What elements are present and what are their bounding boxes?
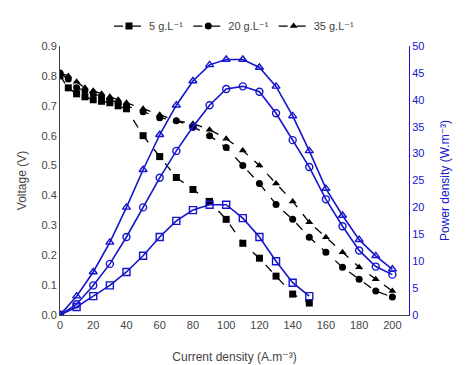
svg-text:0.3: 0.3 <box>42 219 57 231</box>
svg-text:35 g.L⁻¹: 35 g.L⁻¹ <box>314 20 354 32</box>
svg-text:180: 180 <box>350 319 368 331</box>
svg-text:0.4: 0.4 <box>42 189 57 201</box>
svg-text:60: 60 <box>154 319 166 331</box>
svg-text:80: 80 <box>187 319 199 331</box>
svg-text:140: 140 <box>283 319 301 331</box>
svg-text:160: 160 <box>317 319 335 331</box>
svg-text:20: 20 <box>87 319 99 331</box>
svg-text:5: 5 <box>412 282 418 294</box>
svg-text:0.1: 0.1 <box>42 279 57 291</box>
svg-text:200: 200 <box>383 319 401 331</box>
svg-text:20: 20 <box>412 201 424 213</box>
svg-text:20 g.L⁻¹: 20 g.L⁻¹ <box>228 20 268 32</box>
svg-text:10: 10 <box>412 255 424 267</box>
svg-text:45: 45 <box>412 67 424 79</box>
svg-text:0.5: 0.5 <box>42 159 57 171</box>
svg-text:0.0: 0.0 <box>42 309 57 321</box>
svg-text:0.6: 0.6 <box>42 130 57 142</box>
svg-text:25: 25 <box>412 174 424 186</box>
svg-text:0.8: 0.8 <box>42 70 57 82</box>
svg-text:30: 30 <box>412 147 424 159</box>
svg-text:40: 40 <box>120 319 132 331</box>
svg-text:0.2: 0.2 <box>42 249 57 261</box>
svg-text:Voltage (V): Voltage (V) <box>15 151 29 210</box>
svg-text:15: 15 <box>412 228 424 240</box>
svg-text:0: 0 <box>412 309 418 321</box>
svg-text:Power density (W.m⁻³): Power density (W.m⁻³) <box>438 120 452 241</box>
svg-text:5 g.L⁻¹: 5 g.L⁻¹ <box>149 20 183 32</box>
svg-text:35: 35 <box>412 121 424 133</box>
svg-text:50: 50 <box>412 40 424 52</box>
svg-text:120: 120 <box>250 319 268 331</box>
svg-text:0.9: 0.9 <box>42 40 57 52</box>
svg-text:100: 100 <box>217 319 235 331</box>
svg-text:40: 40 <box>412 94 424 106</box>
svg-text:0.7: 0.7 <box>42 100 57 112</box>
svg-text:Current density (A.m⁻³): Current density (A.m⁻³) <box>172 350 296 364</box>
svg-text:0: 0 <box>57 319 63 331</box>
